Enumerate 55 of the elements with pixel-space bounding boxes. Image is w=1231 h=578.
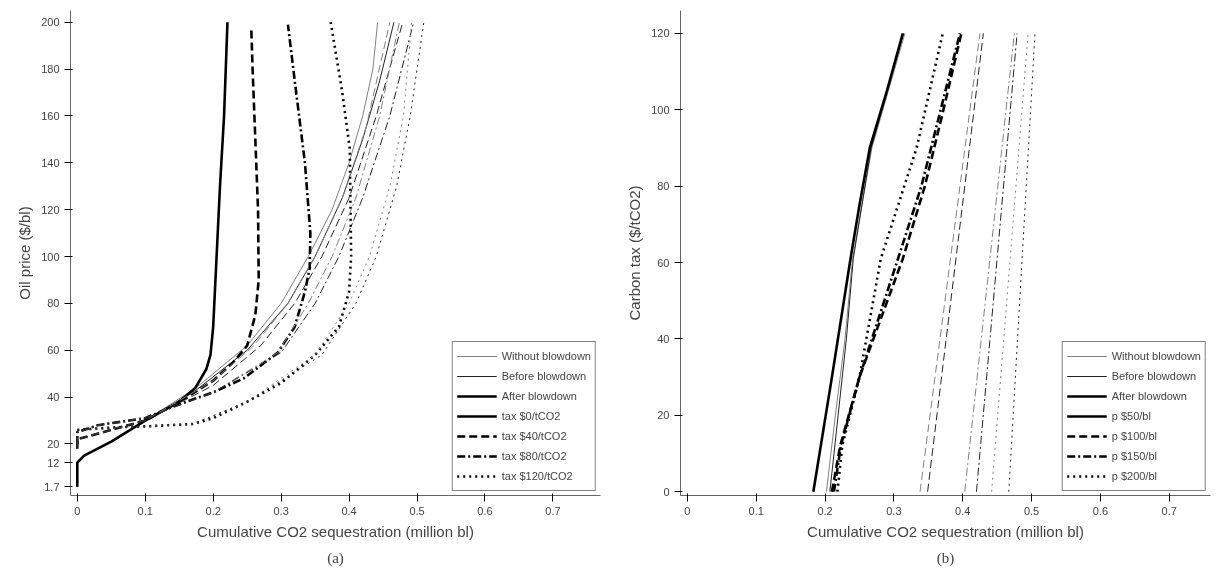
x-tick-label: 0.1 (137, 504, 153, 517)
y-axis-title: Oil price ($/bl) (16, 206, 34, 300)
x-tick-label: 0.4 (955, 504, 971, 517)
y-tick-label: 100 (41, 250, 60, 263)
y-tick-label: 120 (651, 27, 670, 40)
x-tick-label: 0.5 (409, 504, 425, 517)
y-tick-label: 180 (41, 63, 60, 76)
legend-label: Before blowdown (501, 370, 587, 382)
legend-label: Without blowdown (501, 350, 591, 362)
legend-label: p $100/bl (1111, 430, 1157, 442)
x-tick-label: 0.6 (1092, 504, 1109, 517)
x-tick-label: 0 (684, 504, 691, 517)
y-tick-label: 140 (41, 156, 60, 169)
x-tick-label: 0.1 (748, 504, 764, 517)
x-tick-label: 0 (74, 504, 81, 517)
legend-label: p $200/bl (1111, 470, 1157, 482)
text: After blowdown (501, 390, 577, 402)
text: (b) (936, 549, 955, 567)
x-tick-label: 0.3 (273, 504, 289, 517)
legend-label: p $150/bl (1111, 450, 1157, 462)
x-tick-label: 0.2 (205, 504, 221, 517)
y-tick-label: 160 (41, 109, 60, 122)
legend-label: tax $80/tCO2 (501, 450, 567, 462)
y-tick-label: 80 (47, 297, 60, 310)
y-tick-label: 60 (657, 256, 670, 269)
x-tick-label: 0.5 (1023, 504, 1040, 517)
y-tick-label: 20 (47, 437, 60, 450)
legend-label: Without blowdown (1111, 350, 1201, 362)
y-tick-label: 60 (47, 344, 60, 357)
x-tick-label: 0.7 (545, 504, 561, 517)
y-tick-label: 0 (663, 485, 670, 498)
x-tick-label: 0.2 (817, 504, 833, 517)
y-tick-label: 1.7 (44, 480, 60, 493)
x-axis-title: Cumulative CO2 sequestration (million bl) (197, 522, 474, 540)
legend-label: tax $120/tCO2 (501, 470, 573, 482)
y-tick-label: 120 (41, 203, 60, 216)
text: tax $0/tCO2 (501, 410, 561, 422)
x-tick-label: 0.4 (341, 504, 357, 517)
legend-label: tax $40/tCO2 (501, 430, 567, 442)
text: After blowdown (1111, 390, 1187, 402)
text: p $50/bl (1111, 410, 1151, 422)
y-tick-label: 40 (47, 391, 60, 404)
y-tick-label: 40 (657, 332, 670, 345)
y-tick-label: 100 (651, 103, 670, 116)
legend-label: Before blowdown (1111, 370, 1197, 382)
x-axis-title: Cumulative CO2 sequestration (million bl) (807, 522, 1084, 540)
y-tick-label: 80 (657, 180, 670, 193)
y-tick-label: 200 (41, 16, 60, 29)
x-tick-label: 0.7 (1161, 504, 1177, 517)
y-tick-label: 12 (47, 456, 60, 469)
text: (a) (327, 549, 344, 567)
y-axis-title: Carbon tax ($/tCO2) (626, 185, 644, 321)
x-tick-label: 0.3 (886, 504, 902, 517)
x-tick-label: 0.6 (477, 504, 493, 517)
y-tick-label: 20 (657, 409, 670, 422)
